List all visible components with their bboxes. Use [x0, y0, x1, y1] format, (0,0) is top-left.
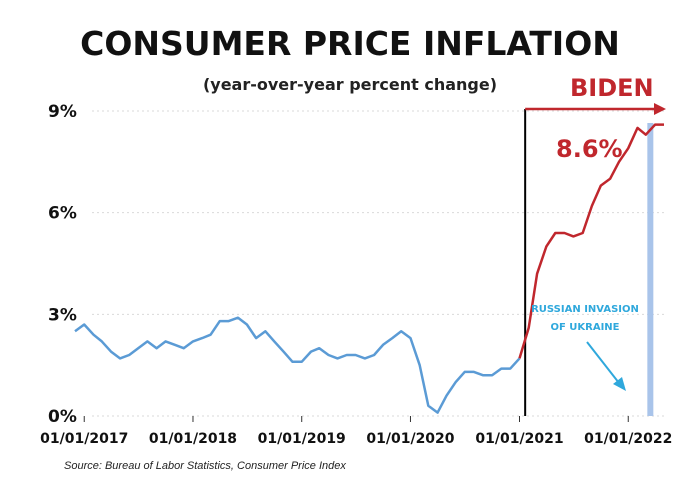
series-line-before — [74, 316, 521, 414]
invasion-arrow — [586, 341, 626, 391]
series-lines — [74, 123, 664, 414]
x-tick-label: 01/01/2021 — [475, 431, 563, 447]
x-tick-label: 01/01/2017 — [40, 431, 128, 447]
latest-value-label: 8.6% — [556, 135, 623, 163]
admin-arrow-head — [654, 103, 666, 115]
y-tick-label: 9% — [48, 102, 77, 122]
invasion-label-line2: OF UKRAINE — [550, 322, 619, 333]
x-axis-ticks: 01/01/2017 01/01/2018 01/01/2019 01/01/2020… — [40, 416, 672, 447]
invasion-arrow-head — [613, 377, 626, 391]
x-tick-label: 01/01/2018 — [149, 431, 237, 447]
administration-arrow — [525, 103, 666, 115]
invasion-band — [647, 123, 654, 416]
chart-subtitle: (year-over-year percent change) — [203, 75, 497, 94]
y-tick-label: 0% — [48, 407, 77, 427]
x-tick-label: 01/01/2022 — [584, 431, 672, 447]
y-tick-label: 6% — [48, 204, 77, 224]
series-line-after — [518, 123, 664, 359]
administration-label: BIDEN — [570, 74, 654, 102]
x-tick-label: 01/01/2020 — [366, 431, 454, 447]
grid-lines — [92, 110, 664, 417]
x-tick-label: 01/01/2019 — [258, 431, 346, 447]
y-tick-label: 3% — [48, 305, 77, 325]
invasion-arrow-shaft — [586, 341, 620, 384]
y-axis-ticks: 0% 3% 6% 9% — [48, 102, 77, 427]
chart-title: CONSUMER PRICE INFLATION — [80, 24, 620, 63]
invasion-label-line1: RUSSIAN INVASION — [531, 304, 639, 315]
source-note: Source: Bureau of Labor Statistics, Cons… — [64, 460, 346, 472]
